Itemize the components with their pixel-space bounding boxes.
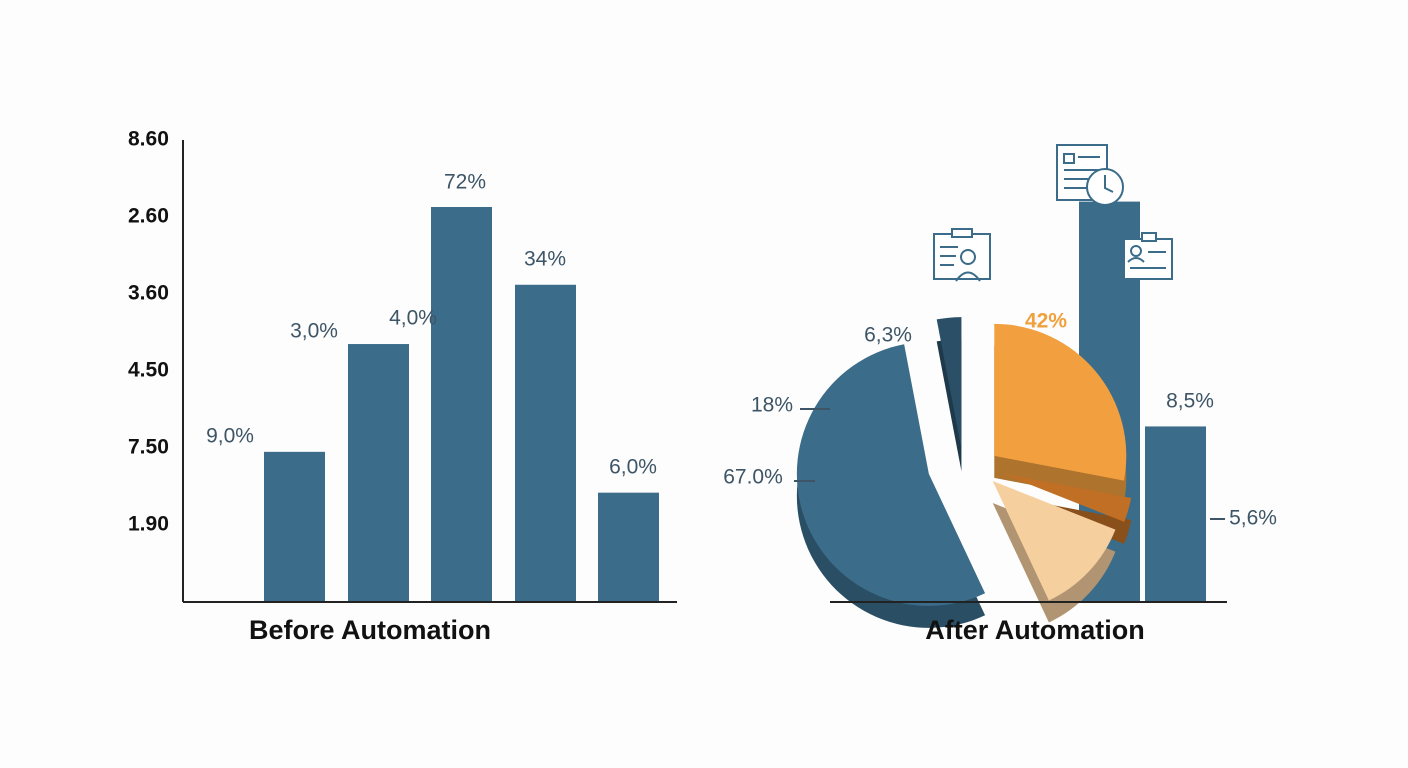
annotation: 5,6% [1229,507,1277,530]
annotation: 34% [524,248,566,271]
y-tick-label: 3.60 [128,282,169,305]
badge-card-icon [1123,232,1173,280]
pie-slice [1001,473,1132,522]
annotation: 6,3% [864,324,912,347]
pie-slice [992,481,1116,601]
icons [933,144,1173,282]
annotation: 3,0% [290,320,338,343]
y-tick-label: 8.60 [128,128,169,151]
annotation: 42% [1025,310,1067,333]
y-tick-label: 4.50 [128,359,169,382]
labels-layer: 1.90 7.50 4.50 3.60 2.60 8.60 Before Automatio… [128,128,1277,646]
bar [431,206,492,603]
bar [1145,426,1206,602]
bar [598,492,659,602]
document-clock-icon [1056,144,1124,206]
annotation: 4,0% [389,307,437,330]
bar [348,344,409,602]
y-tick-label: 7.50 [128,436,169,459]
annotation: 6,0% [609,456,657,479]
chart-title: Before Automation [249,615,491,645]
annotation: 9,0% [206,425,254,448]
pie-layer [796,317,1132,628]
y-tick-label: 1.90 [128,513,169,536]
bar [515,284,576,602]
chart-title: After Automation [925,615,1144,645]
pie-slice [994,323,1127,481]
pie-slice [796,344,986,606]
pie-slice [936,317,962,450]
annotation: 8,5% [1166,390,1214,413]
annotation: 67.0% [723,466,783,489]
annotation: 18% [751,394,793,417]
y-tick-label: 2.60 [128,205,169,228]
annotation: 72% [444,171,486,194]
profile-card-icon [933,228,991,282]
bar [264,451,325,602]
